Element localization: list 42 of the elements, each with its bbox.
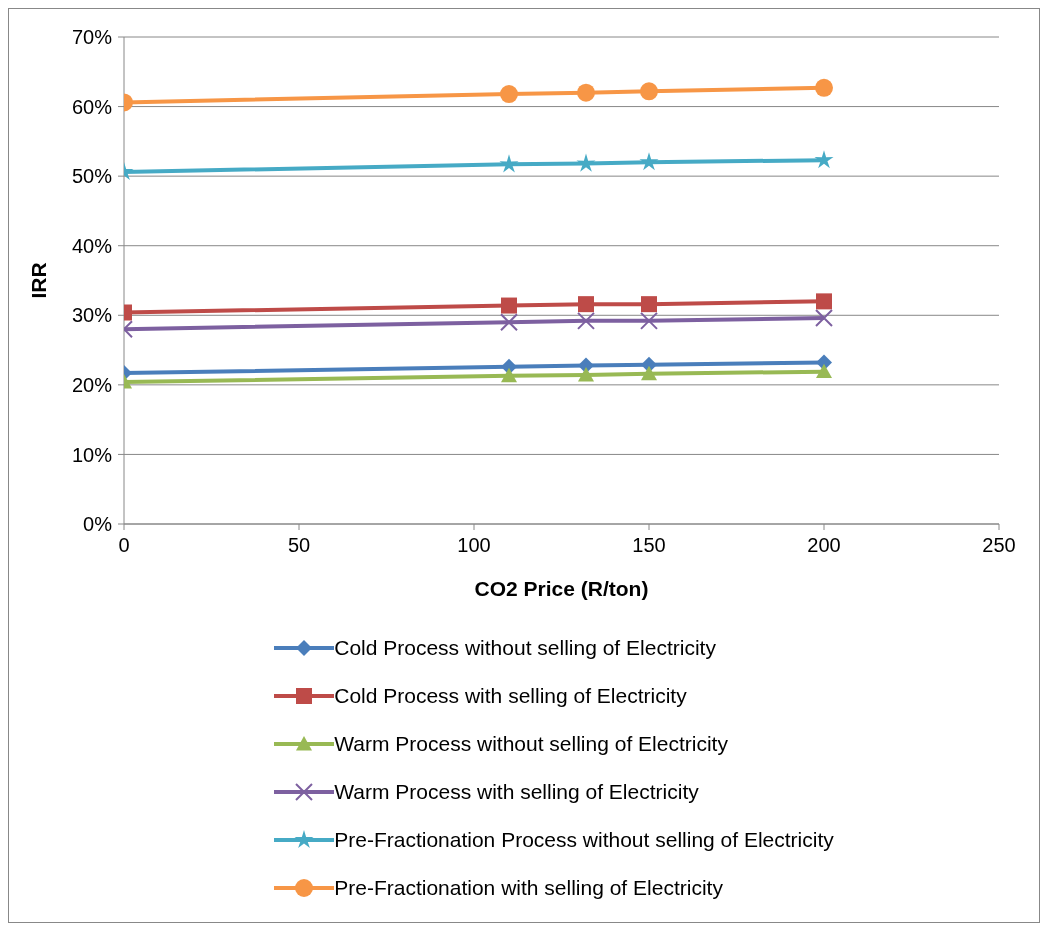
- y-tick-label: 30%: [71, 304, 113, 327]
- point: [639, 152, 659, 171]
- point: [816, 293, 832, 310]
- legend-label: Warm Process without selling of Electricity: [334, 732, 728, 756]
- point: [501, 367, 517, 383]
- point: [578, 296, 594, 313]
- point: [640, 311, 658, 330]
- legend-label: Pre-Fractionation Process without selling of Electricity: [334, 828, 834, 852]
- legend-label: Cold Process with selling of Electricity: [334, 684, 687, 708]
- y-tick-label: 0%: [83, 513, 113, 536]
- point: [500, 85, 518, 104]
- legend-label: Cold Process without selling of Electricity: [334, 636, 716, 660]
- point: [576, 153, 596, 172]
- x-tick-label: 50: [287, 534, 311, 557]
- point: [815, 78, 833, 97]
- legend-label: Warm Process with selling of Electricity: [334, 780, 699, 804]
- point: [816, 363, 832, 379]
- point: [641, 296, 657, 313]
- point: [641, 365, 657, 381]
- point: [577, 83, 595, 102]
- legend-label: Pre-Fractionation with selling of Electricity: [334, 876, 723, 900]
- x-tick-label: 150: [632, 534, 666, 557]
- point: [577, 311, 595, 330]
- point: [500, 313, 518, 332]
- y-tick-label: 20%: [71, 373, 113, 396]
- x-axis-title: CO2 Price (R/ton): [474, 577, 649, 600]
- point: [814, 150, 834, 169]
- y-tick-label: 10%: [71, 443, 113, 466]
- y-tick-label: 50%: [71, 165, 113, 188]
- point: [501, 297, 517, 314]
- y-tick-label: 40%: [71, 234, 113, 257]
- point: [640, 82, 658, 101]
- x-tick-label: 100: [457, 534, 491, 557]
- x-tick-label: 250: [982, 534, 1016, 557]
- y-tick-label: 60%: [71, 95, 113, 118]
- x-tick-label: 0: [118, 534, 130, 557]
- y-tick-label: 70%: [71, 26, 113, 49]
- point: [815, 309, 833, 328]
- point: [578, 367, 594, 382]
- point: [499, 154, 519, 173]
- x-tick-label: 200: [807, 534, 841, 557]
- y-axis-title: IRR: [27, 262, 51, 299]
